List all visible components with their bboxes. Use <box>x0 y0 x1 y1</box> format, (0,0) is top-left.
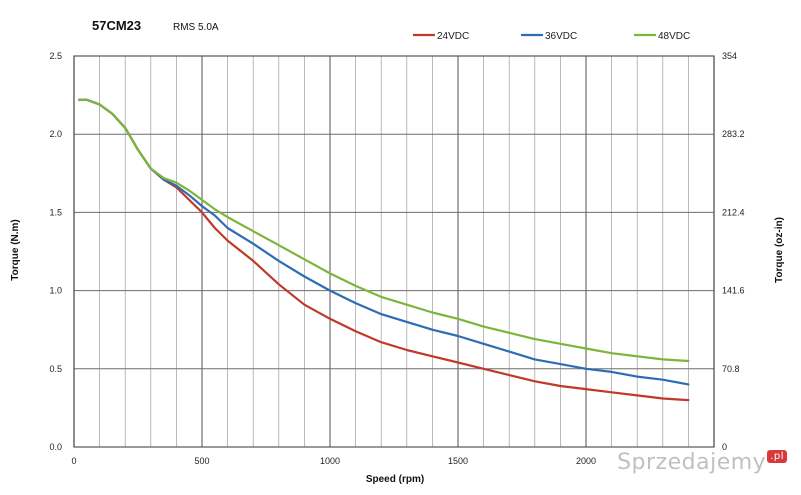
watermark-logo: Sprzedajemy .pl <box>617 450 787 475</box>
y2-axis-label: Torque (oz-in) <box>774 217 785 283</box>
y-tick-label: 2.0 <box>49 129 62 139</box>
legend: 24VDC 36VDC 48VDC <box>413 31 690 42</box>
chart-title: 57CM23 <box>92 18 141 33</box>
y2-tick-label: 283.2 <box>722 129 745 139</box>
x-tick-label: 2000 <box>576 456 596 466</box>
y2-tick-label: 354 <box>722 51 737 61</box>
y-tick-label: 0.5 <box>49 364 62 374</box>
legend-label-36vdc: 36VDC <box>545 31 577 42</box>
y-tick-label: 0.0 <box>49 442 62 452</box>
chart-subtitle: RMS 5.0A <box>173 22 219 33</box>
legend-label-24vdc: 24VDC <box>437 31 469 42</box>
axes: 0.0 0.5 1.0 1.5 2.0 2.5 0 70.8 141.6 212.4 283.2 35… <box>49 51 744 466</box>
x-tick-label: 1500 <box>448 456 468 466</box>
x-axis-label: Speed (rpm) <box>366 474 424 485</box>
y-tick-label: 2.5 <box>49 51 62 61</box>
y2-tick-label: 0 <box>722 442 727 452</box>
y-tick-label: 1.0 <box>49 286 62 296</box>
y2-tick-label: 70.8 <box>722 364 740 374</box>
series-line-48vdc <box>78 98 690 363</box>
legend-label-48vdc: 48VDC <box>658 31 690 42</box>
watermark-badge: .pl <box>767 450 787 463</box>
watermark-text: Sprzedajemy <box>617 450 767 475</box>
x-tick-label: 500 <box>194 456 209 466</box>
y-tick-label: 1.5 <box>49 207 62 217</box>
x-tick-label: 0 <box>71 456 76 466</box>
plot-frame <box>73 55 715 448</box>
x-tick-label: 1000 <box>320 456 340 466</box>
y2-tick-label: 141.6 <box>722 286 745 296</box>
y-axis-label: Torque (N.m) <box>10 219 21 280</box>
series-group <box>78 98 690 402</box>
y2-tick-label: 212.4 <box>722 207 745 217</box>
